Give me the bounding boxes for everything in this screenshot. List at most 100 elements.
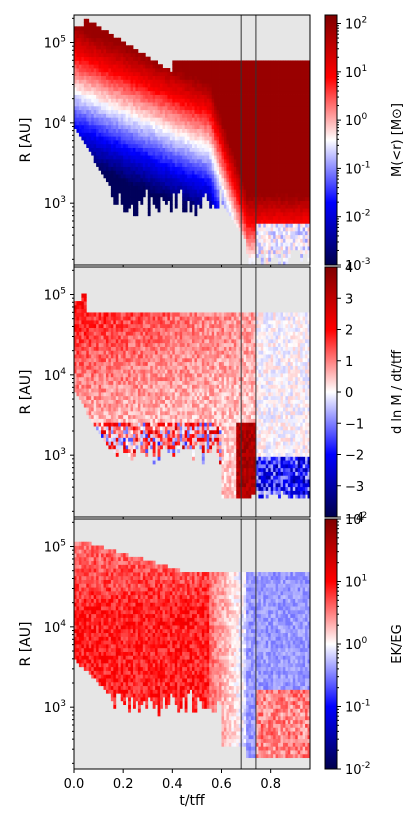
colorbar-tick-label: 102 xyxy=(345,16,367,33)
heatmap-cell xyxy=(115,52,119,58)
heatmap-cell xyxy=(96,365,99,370)
heatmap-cell xyxy=(105,30,109,35)
heatmap-cell xyxy=(201,143,205,148)
heatmap-cell xyxy=(113,132,117,137)
heatmap-cell xyxy=(236,98,240,103)
heatmap-cell xyxy=(128,181,131,186)
heatmap-cell xyxy=(307,155,311,160)
heatmap-cell xyxy=(211,177,215,183)
heatmap-cell xyxy=(189,71,193,77)
heatmap-cell xyxy=(251,90,254,95)
heatmap-cell xyxy=(105,395,109,400)
heatmap-cell xyxy=(192,117,195,122)
heatmap-cell xyxy=(251,215,254,220)
heatmap-cell xyxy=(236,94,240,99)
heatmap-cell xyxy=(133,121,136,126)
heatmap-cell xyxy=(221,170,225,175)
heatmap-cell xyxy=(206,151,210,156)
heatmap-cell xyxy=(295,215,299,220)
heatmap-cell xyxy=(91,407,95,412)
heatmap-cell xyxy=(275,83,279,88)
heatmap-cell xyxy=(133,376,136,382)
heatmap-cell xyxy=(278,83,281,88)
heatmap-cell xyxy=(290,136,294,141)
heatmap-cell xyxy=(155,158,158,164)
heatmap-cell xyxy=(162,94,166,99)
heatmap-cell xyxy=(295,204,299,209)
heatmap-cell xyxy=(93,410,97,416)
heatmap-cell xyxy=(115,94,119,99)
heatmap-cell xyxy=(273,83,276,88)
heatmap-cell xyxy=(123,102,127,107)
heatmap-cell xyxy=(125,429,129,435)
heatmap-cell xyxy=(96,316,99,321)
heatmap-cell xyxy=(96,33,99,39)
heatmap-cell xyxy=(120,174,124,179)
heatmap-cell xyxy=(91,369,95,374)
heatmap-cell xyxy=(101,37,104,42)
heatmap-cell xyxy=(157,128,161,133)
heatmap-cell xyxy=(74,102,77,107)
heatmap-cell xyxy=(96,327,99,332)
heatmap-cell xyxy=(258,246,262,251)
heatmap-cell xyxy=(201,181,205,186)
heatmap-cell xyxy=(98,158,102,164)
heatmap-cell xyxy=(305,136,308,141)
heatmap-cell xyxy=(174,177,178,183)
heatmap-cell xyxy=(130,64,134,69)
heatmap-cell xyxy=(300,181,304,186)
heatmap-cell xyxy=(157,181,161,186)
heatmap-cell xyxy=(226,90,230,95)
heatmap-cell xyxy=(110,121,114,126)
heatmap-cell xyxy=(130,177,134,183)
heatmap-cell xyxy=(292,211,296,217)
heatmap-cell xyxy=(194,90,198,95)
heatmap-cell xyxy=(120,41,124,46)
heatmap-cell xyxy=(228,162,232,167)
heatmap-cell xyxy=(96,414,99,419)
heatmap-cell xyxy=(93,49,97,54)
heatmap-cell xyxy=(160,79,163,84)
heatmap-cell xyxy=(199,98,203,103)
heatmap-cell xyxy=(88,83,92,88)
heatmap-cell xyxy=(137,64,141,69)
heatmap-cell xyxy=(128,410,131,416)
heatmap-cell xyxy=(292,71,296,77)
heatmap-cell xyxy=(133,338,136,344)
heatmap-cell xyxy=(253,162,257,167)
heatmap-cell xyxy=(120,193,124,198)
heatmap-cell xyxy=(295,128,299,133)
heatmap-cell xyxy=(246,117,249,122)
heatmap-cell xyxy=(128,380,131,385)
heatmap-cell xyxy=(248,90,252,95)
heatmap-cell xyxy=(201,98,205,103)
heatmap-cell xyxy=(273,158,276,164)
heatmap-cell xyxy=(223,98,227,103)
heatmap-cell xyxy=(226,60,230,65)
heatmap-cell xyxy=(145,174,149,179)
heatmap-cell xyxy=(105,132,109,137)
heatmap-cell xyxy=(76,335,80,340)
heatmap-cell xyxy=(115,56,119,61)
heatmap-cell xyxy=(174,204,178,209)
heatmap-cell xyxy=(206,155,210,160)
heatmap-cell xyxy=(206,117,210,122)
heatmap-cell xyxy=(145,162,149,167)
heatmap-cell xyxy=(307,219,311,224)
heatmap-cell xyxy=(118,132,122,137)
heatmap-cell xyxy=(179,147,183,152)
heatmap-cell xyxy=(300,193,304,198)
heatmap-cell xyxy=(167,132,171,137)
heatmap-cell xyxy=(118,312,122,317)
heatmap-cell xyxy=(157,102,161,107)
heatmap-cell xyxy=(223,196,227,202)
heatmap-cell xyxy=(228,109,232,114)
heatmap-cell xyxy=(125,316,129,321)
heatmap-cell xyxy=(280,215,284,220)
heatmap-cell xyxy=(211,132,215,137)
heatmap-cell xyxy=(164,140,168,145)
heatmap-cell xyxy=(238,68,242,73)
heatmap-cell xyxy=(305,113,308,118)
heatmap-cell xyxy=(103,437,107,442)
heatmap-cell xyxy=(120,354,124,359)
